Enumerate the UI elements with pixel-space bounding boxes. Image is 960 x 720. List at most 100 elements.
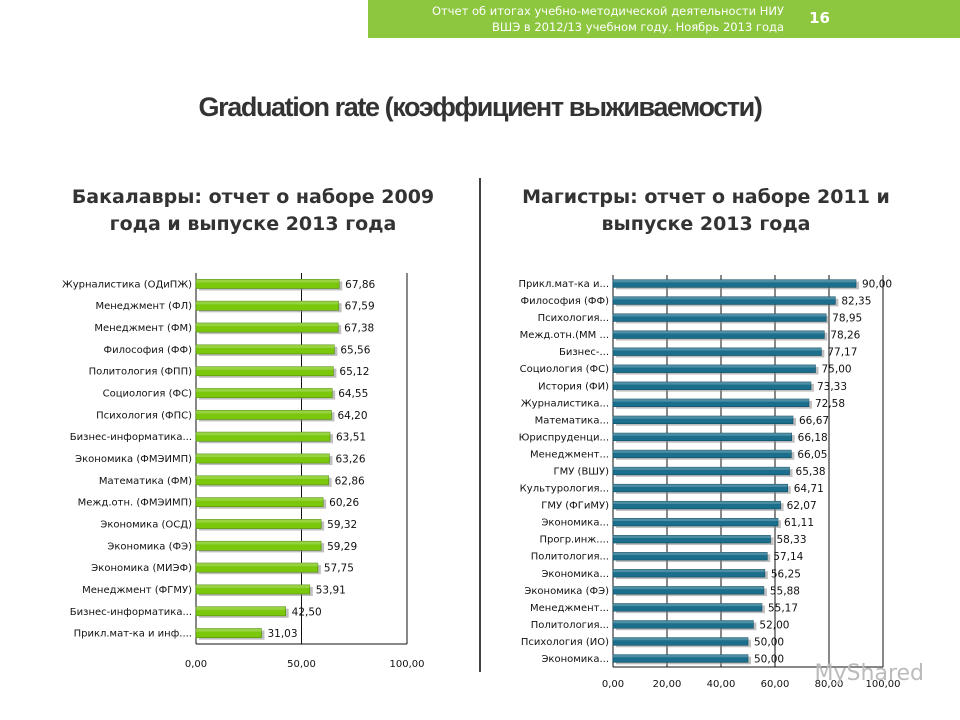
bachelor-value-label: 64,20 bbox=[337, 410, 367, 422]
master-value-label: 66,67 bbox=[799, 415, 829, 427]
master-category-label: Прикл.мат-ка и... bbox=[519, 279, 609, 290]
bachelor-x-tick-label: 0,00 bbox=[185, 659, 207, 670]
master-x-tick-label: 60,00 bbox=[761, 679, 790, 690]
bachelor-bar bbox=[195, 628, 262, 638]
master-value-label: 64,71 bbox=[794, 483, 824, 495]
bachelor-value-label: 64,55 bbox=[338, 388, 368, 400]
bachelor-bar-highlight bbox=[196, 322, 339, 327]
master-bar bbox=[612, 535, 771, 544]
master-category-label: Менеджмент... bbox=[530, 449, 609, 460]
master-bar bbox=[612, 483, 789, 493]
master-category-label: Экономика... bbox=[541, 518, 609, 529]
master-category-label: Экономика... bbox=[541, 569, 609, 580]
bachelor-category-label: Экономика (ОСД) bbox=[100, 519, 192, 530]
master-category-label: Политология... bbox=[531, 552, 609, 563]
bachelor-category-label: Прикл.мат-ка и инф.... bbox=[74, 629, 192, 640]
bachelor-title-line-2: года и выпуске 2013 года bbox=[109, 213, 397, 235]
master-bar-highlight bbox=[613, 552, 768, 556]
master-category-label: Математика... bbox=[535, 415, 609, 426]
master-category-label: Психология... bbox=[538, 313, 609, 324]
bachelor-bar-highlight bbox=[196, 628, 262, 632]
bachelor-value-label: 59,32 bbox=[327, 519, 357, 531]
master-bar bbox=[612, 654, 749, 663]
master-bar-highlight bbox=[613, 569, 765, 573]
bachelor-category-label: Журналистика (ОДиПЖ) bbox=[62, 279, 192, 290]
master-category-label: Психология (ИО) bbox=[521, 637, 609, 648]
bachelor-category-label: Психология (ФПС) bbox=[96, 410, 192, 421]
bachelor-category-label: Менеджмент (ФГМУ) bbox=[82, 585, 192, 596]
master-bar-highlight bbox=[613, 381, 811, 385]
master-x-tick-label: 40,00 bbox=[707, 679, 736, 690]
master-value-label: 66,05 bbox=[797, 449, 827, 461]
bachelor-x-tick-label: 100,00 bbox=[390, 659, 425, 670]
bachelor-category-label: Социология (ФС) bbox=[103, 389, 192, 400]
master-value-label: 66,18 bbox=[798, 432, 828, 444]
bachelor-category-label: Философия (ФФ) bbox=[104, 345, 193, 356]
bachelor-bar-highlight bbox=[196, 366, 334, 370]
master-bar-highlight bbox=[613, 637, 748, 641]
master-value-label: 62,07 bbox=[787, 500, 817, 512]
watermark: MyShared bbox=[814, 661, 924, 686]
master-category-label: Культурология... bbox=[520, 484, 609, 495]
master-category-label: Экономика... bbox=[541, 654, 609, 665]
master-bar-highlight bbox=[613, 330, 825, 334]
bachelor-bar bbox=[195, 344, 335, 355]
master-bar bbox=[612, 347, 822, 356]
master-value-label: 58,33 bbox=[776, 534, 806, 546]
master-value-label: 78,95 bbox=[832, 313, 862, 325]
bachelor-bar bbox=[195, 562, 319, 573]
header-bar: Отчет об итогах учебно-методической деят… bbox=[368, 0, 960, 38]
bachelor-bar-highlight bbox=[196, 410, 332, 414]
master-x-tick-label: 80,00 bbox=[815, 679, 844, 690]
master-bar bbox=[612, 449, 792, 459]
bachelor-value-label: 57,75 bbox=[324, 563, 354, 575]
chart-divider bbox=[479, 178, 481, 672]
master-value-label: 82,35 bbox=[841, 296, 871, 308]
master-bar-highlight bbox=[613, 364, 816, 368]
master-category-label: Менеджмент... bbox=[530, 603, 609, 614]
master-value-label: 90,00 bbox=[862, 279, 892, 291]
bachelor-bar-highlight bbox=[196, 301, 339, 305]
bachelor-bar bbox=[195, 475, 329, 486]
master-category-label: Философия (ФФ) bbox=[521, 296, 610, 307]
bachelor-bar-highlight bbox=[196, 497, 324, 501]
master-bar bbox=[612, 296, 836, 305]
bachelor-bar-highlight bbox=[196, 475, 329, 479]
master-value-label: 65,38 bbox=[796, 466, 826, 478]
master-bar bbox=[612, 637, 749, 646]
bachelor-category-label: Менеджмент (ФЛ) bbox=[95, 301, 192, 312]
page-title: Graduation rate (коэффициент выживаемост… bbox=[198, 92, 763, 122]
master-category-label: ГМУ (ФГиМУ) bbox=[541, 501, 609, 512]
master-chart-title: Магистры: отчет о наборе 2011 и выпуске … bbox=[500, 184, 912, 238]
master-category-label: ГМУ (ВШУ) bbox=[554, 467, 610, 478]
master-value-label: 55,17 bbox=[768, 602, 798, 614]
bachelor-category-label: Экономика (МИЭФ) bbox=[91, 563, 192, 574]
bachelor-bar bbox=[195, 366, 334, 377]
master-value-label: 57,14 bbox=[773, 551, 803, 563]
bachelor-title-line-1: Бакалавры: отчет о наборе 2009 bbox=[71, 186, 435, 208]
bachelor-category-label: Менеджмент (ФМ) bbox=[94, 323, 192, 334]
bachelor-value-label: 65,12 bbox=[339, 366, 369, 378]
bachelor-bar bbox=[195, 431, 331, 442]
bachelor-category-label: Математика (ФМ) bbox=[99, 476, 192, 487]
master-value-label: 77,17 bbox=[827, 347, 857, 359]
bachelor-bar-highlight bbox=[196, 584, 310, 589]
bachelor-bar bbox=[195, 388, 333, 398]
bachelor-bar-highlight bbox=[196, 563, 318, 567]
bachelor-value-label: 31,03 bbox=[267, 628, 297, 640]
master-category-label: Бизнес-... bbox=[559, 347, 609, 358]
master-bar bbox=[612, 398, 810, 407]
bachelor-bar bbox=[195, 519, 322, 529]
bachelor-value-label: 63,51 bbox=[336, 432, 366, 444]
master-x-tick-label: 0,00 bbox=[602, 679, 624, 690]
master-category-label: Юриспруденци... bbox=[519, 432, 609, 443]
master-bar-highlight bbox=[613, 603, 762, 607]
master-bar-highlight bbox=[613, 279, 856, 283]
bachelor-value-label: 59,29 bbox=[327, 541, 357, 553]
master-bar bbox=[612, 517, 779, 527]
master-bar-highlight bbox=[613, 518, 778, 521]
header-line-1: Отчет об итогах учебно-методической деят… bbox=[431, 4, 784, 18]
master-bar bbox=[612, 466, 790, 476]
